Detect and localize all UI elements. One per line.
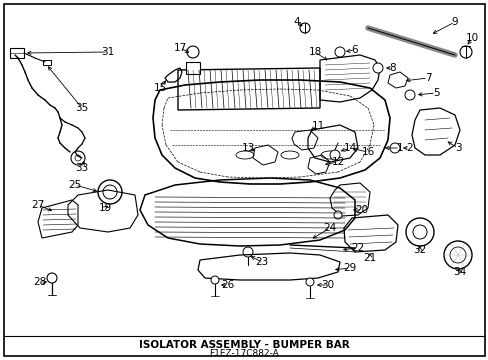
Text: 24: 24 xyxy=(323,223,336,233)
Text: ISOLATOR ASSEMBLY - BUMPER BAR: ISOLATOR ASSEMBLY - BUMPER BAR xyxy=(138,340,348,350)
Circle shape xyxy=(75,155,81,161)
Text: 26: 26 xyxy=(221,280,234,290)
Bar xyxy=(10,48,24,58)
Text: 29: 29 xyxy=(343,263,356,273)
Circle shape xyxy=(329,150,339,160)
Bar xyxy=(43,60,51,65)
Circle shape xyxy=(459,46,471,58)
Circle shape xyxy=(389,143,399,153)
Circle shape xyxy=(333,211,341,219)
Bar xyxy=(185,62,200,74)
Circle shape xyxy=(103,185,117,199)
Circle shape xyxy=(243,247,252,257)
Text: 35: 35 xyxy=(75,103,88,113)
Text: 13: 13 xyxy=(241,143,254,153)
Text: 21: 21 xyxy=(363,253,376,263)
Circle shape xyxy=(210,276,219,284)
Text: 11: 11 xyxy=(311,121,324,131)
Text: 2: 2 xyxy=(406,143,412,153)
Circle shape xyxy=(47,273,57,283)
Circle shape xyxy=(186,46,199,58)
Text: 28: 28 xyxy=(33,277,46,287)
Circle shape xyxy=(305,278,313,286)
Text: 23: 23 xyxy=(255,257,268,267)
Text: 16: 16 xyxy=(361,147,374,157)
Text: 8: 8 xyxy=(389,63,395,73)
Text: 10: 10 xyxy=(465,33,478,43)
Text: 18: 18 xyxy=(308,47,321,57)
Text: 3: 3 xyxy=(454,143,460,153)
Text: 34: 34 xyxy=(452,267,466,277)
Text: 5: 5 xyxy=(432,88,438,98)
Text: 31: 31 xyxy=(101,47,114,57)
Text: 27: 27 xyxy=(31,200,44,210)
Text: F1EZ-17C882-A: F1EZ-17C882-A xyxy=(209,350,278,359)
Text: 33: 33 xyxy=(75,163,88,173)
Circle shape xyxy=(299,23,309,33)
Circle shape xyxy=(71,151,85,165)
Text: 20: 20 xyxy=(355,205,368,215)
Text: 17: 17 xyxy=(173,43,186,53)
Text: 22: 22 xyxy=(351,243,364,253)
Text: 19: 19 xyxy=(98,203,111,213)
Circle shape xyxy=(449,247,465,263)
Text: 7: 7 xyxy=(424,73,430,83)
Text: 25: 25 xyxy=(68,180,81,190)
Circle shape xyxy=(412,225,426,239)
Text: 9: 9 xyxy=(451,17,457,27)
Text: 1: 1 xyxy=(396,143,403,153)
Text: 30: 30 xyxy=(321,280,334,290)
Text: 4: 4 xyxy=(293,17,300,27)
Text: 32: 32 xyxy=(412,245,426,255)
Circle shape xyxy=(372,63,382,73)
Text: 12: 12 xyxy=(331,157,344,167)
Circle shape xyxy=(334,47,345,57)
Circle shape xyxy=(98,180,122,204)
Text: 15: 15 xyxy=(153,83,166,93)
Text: 6: 6 xyxy=(351,45,358,55)
Circle shape xyxy=(443,241,471,269)
Text: 14: 14 xyxy=(343,143,356,153)
Circle shape xyxy=(405,218,433,246)
Circle shape xyxy=(404,90,414,100)
